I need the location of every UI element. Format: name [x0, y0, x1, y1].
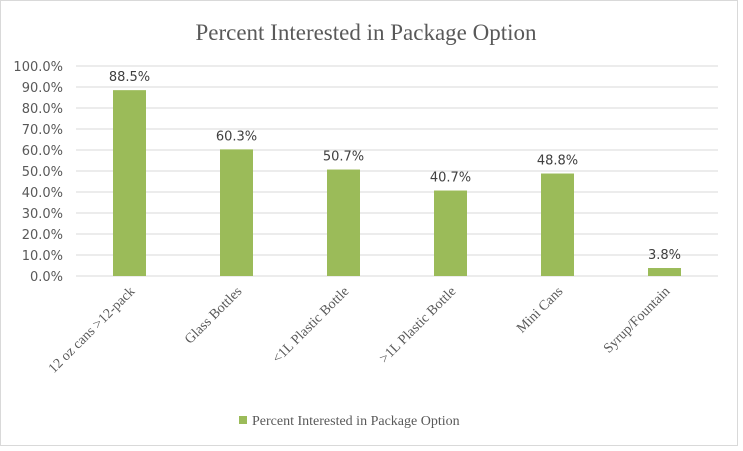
- data-label: 50.7%: [323, 150, 364, 165]
- y-tick-label: 80.0%: [22, 102, 63, 117]
- bar: [434, 190, 467, 276]
- y-tick-label: 70.0%: [22, 123, 63, 138]
- bar: [113, 90, 146, 277]
- data-label: 60.3%: [216, 129, 257, 144]
- data-label: 3.8%: [648, 248, 681, 263]
- data-label: 48.8%: [537, 154, 578, 169]
- y-tick-label: 50.0%: [22, 165, 63, 180]
- y-tick-label: 0.0%: [30, 270, 63, 285]
- bar: [327, 169, 360, 276]
- category-label: <1L Plastic Bottle: [270, 284, 352, 366]
- y-tick-label: 60.0%: [22, 144, 63, 159]
- data-label: 40.7%: [430, 171, 471, 186]
- category-label: Glass Bottles: [182, 284, 245, 347]
- y-tick-label: 20.0%: [22, 228, 63, 243]
- category-label: Syrup/Fountain: [601, 284, 673, 356]
- y-tick-label: 30.0%: [22, 207, 63, 222]
- y-tick-label: 10.0%: [22, 249, 63, 264]
- chart-title: Percent Interested in Package Option: [195, 20, 537, 45]
- bar: [220, 149, 253, 276]
- category-label: Mini Cans: [514, 284, 566, 336]
- legend-swatch: [239, 416, 247, 424]
- legend: Percent Interested in Package Option: [239, 414, 460, 429]
- y-tick-label: 90.0%: [22, 81, 63, 96]
- bar: [648, 268, 681, 276]
- bar: [541, 173, 574, 276]
- y-tick-label: 100.0%: [13, 60, 63, 75]
- category-label: 12 oz cans >12-pack: [46, 284, 138, 376]
- data-label: 88.5%: [109, 70, 150, 85]
- category-label: >1L Plastic Bottle: [377, 284, 459, 366]
- legend-label: Percent Interested in Package Option: [252, 414, 460, 429]
- y-tick-label: 40.0%: [22, 186, 63, 201]
